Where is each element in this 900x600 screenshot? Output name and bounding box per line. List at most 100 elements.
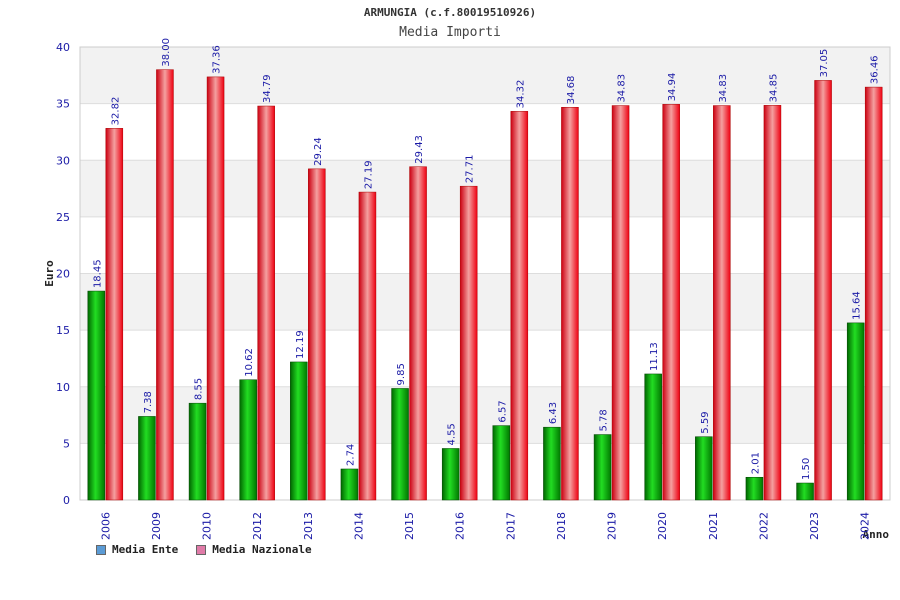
- bar-media-ente: [239, 379, 257, 501]
- bar-media-nazionale: [206, 76, 225, 501]
- bar-media-nazionale: [308, 168, 326, 501]
- y-tick-label: 10: [56, 381, 70, 394]
- x-tick-label: 2010: [201, 512, 214, 540]
- x-tick-label: 2023: [808, 512, 821, 540]
- x-tick-label: 2024: [859, 512, 872, 540]
- x-tick-label: 2018: [555, 512, 568, 540]
- data-label-media-nazionale: 34.85: [768, 74, 779, 103]
- plot-area: [79, 46, 891, 501]
- x-tick-label: 2015: [403, 512, 416, 540]
- data-label-media-ente: 7.38: [143, 391, 154, 413]
- data-label-media-ente: 18.45: [92, 259, 103, 288]
- y-tick-label: 15: [56, 324, 70, 337]
- bar-media-ente: [846, 322, 865, 501]
- bar-media-nazionale: [257, 105, 275, 501]
- x-tick-label: 2006: [99, 512, 112, 540]
- bar-media-nazionale: [763, 105, 782, 501]
- legend-swatch-media-nazionale: [196, 544, 207, 555]
- bar-media-nazionale: [409, 166, 427, 501]
- x-tick-label: 2022: [757, 512, 770, 540]
- data-label-media-nazionale: 34.79: [262, 74, 273, 103]
- chart-subtitle: Media Importi: [399, 25, 501, 40]
- data-label-media-ente: 5.59: [700, 411, 711, 433]
- data-label-media-nazionale: 34.83: [617, 74, 628, 103]
- data-label-media-nazionale: 27.19: [363, 160, 374, 189]
- bar-media-ente: [644, 373, 662, 501]
- legend-label-media-nazionale: Media Nazionale: [212, 543, 312, 556]
- data-label-media-nazionale: 38.00: [161, 38, 172, 67]
- data-label-media-nazionale: 34.68: [566, 76, 577, 105]
- bar-media-nazionale: [459, 185, 478, 501]
- legend-item-media-ente: Media Ente: [96, 543, 178, 556]
- y-tick-label: 20: [56, 268, 70, 281]
- legend-item-media-nazionale: Media Nazionale: [196, 543, 312, 556]
- bar-media-ente: [492, 425, 511, 501]
- x-tick-label: 2021: [707, 512, 720, 540]
- y-tick-label: 0: [63, 494, 70, 507]
- bar-media-ente: [441, 448, 460, 501]
- bar-media-ente: [391, 388, 409, 501]
- y-tick-label: 5: [63, 437, 70, 450]
- y-axis-label: Euro: [43, 260, 56, 287]
- data-label-media-ente: 5.78: [599, 409, 610, 431]
- data-label-media-ente: 8.55: [194, 378, 205, 400]
- bar-media-nazionale: [510, 111, 529, 501]
- data-label-media-nazionale: 34.32: [515, 80, 526, 109]
- x-tick-label: 2017: [504, 512, 517, 540]
- bar-media-nazionale: [358, 191, 377, 501]
- data-label-media-ente: 12.19: [295, 330, 306, 359]
- data-label-media-ente: 6.57: [497, 400, 508, 422]
- bar-media-nazionale: [156, 69, 174, 501]
- bar-media-nazionale: [105, 128, 124, 501]
- bar-media-nazionale: [814, 80, 832, 501]
- bar-media-nazionale: [611, 105, 630, 501]
- chart-title: ARMUNGIA (c.f.80019510926): [363, 6, 537, 19]
- x-tick-label: 2014: [352, 512, 365, 540]
- bar-media-nazionale: [662, 104, 680, 501]
- bar-media-ente: [290, 361, 308, 501]
- data-label-media-ente: 15.64: [852, 291, 863, 320]
- legend: Media Ente Media Nazionale: [96, 543, 312, 556]
- data-label-media-ente: 2.74: [345, 444, 356, 466]
- data-label-media-nazionale: 29.43: [414, 135, 425, 164]
- bar-media-nazionale: [561, 106, 579, 501]
- data-label-media-nazionale: 32.82: [110, 97, 121, 126]
- bar-media-ente: [695, 436, 713, 501]
- data-label-media-nazionale: 34.83: [718, 74, 729, 103]
- data-label-media-ente: 9.85: [396, 363, 407, 385]
- y-tick-label: 35: [56, 98, 70, 111]
- bar-media-nazionale: [864, 86, 883, 501]
- bar-media-ente: [340, 468, 359, 501]
- data-label-media-ente: 2.01: [750, 452, 761, 474]
- bar-media-ente: [593, 434, 612, 501]
- y-tick-label: 25: [56, 211, 70, 224]
- data-label-media-ente: 1.50: [801, 458, 812, 480]
- data-label-media-ente: 6.43: [548, 402, 559, 424]
- data-label-media-ente: 10.62: [244, 348, 255, 377]
- data-label-media-nazionale: 37.36: [212, 45, 223, 74]
- x-tick-label: 2016: [454, 512, 467, 540]
- bar-media-ente: [138, 416, 156, 501]
- x-tick-label: 2012: [251, 512, 264, 540]
- legend-swatch-media-ente: [96, 544, 106, 555]
- data-label-media-ente: 11.13: [649, 342, 660, 371]
- x-tick-label: 2009: [150, 512, 163, 540]
- bar-media-ente: [745, 476, 764, 501]
- x-tick-label: 2013: [302, 512, 315, 540]
- x-axis-label: Anno: [863, 528, 890, 541]
- data-label-media-nazionale: 36.46: [870, 55, 881, 84]
- data-label-media-nazionale: 27.71: [465, 155, 476, 184]
- data-label-media-nazionale: 37.05: [819, 49, 830, 78]
- y-tick-label: 40: [56, 41, 70, 54]
- bar-media-ente: [87, 290, 106, 501]
- y-tick-label: 30: [56, 154, 70, 167]
- legend-label-media-ente: Media Ente: [112, 543, 179, 556]
- bar-media-ente: [796, 482, 814, 501]
- bar-media-ente: [188, 402, 207, 501]
- data-label-media-nazionale: 34.94: [667, 73, 678, 102]
- x-tick-label: 2020: [656, 512, 669, 540]
- x-tick-label: 2019: [606, 512, 619, 540]
- bar-media-ente: [543, 426, 561, 501]
- data-label-media-ente: 4.55: [447, 423, 458, 445]
